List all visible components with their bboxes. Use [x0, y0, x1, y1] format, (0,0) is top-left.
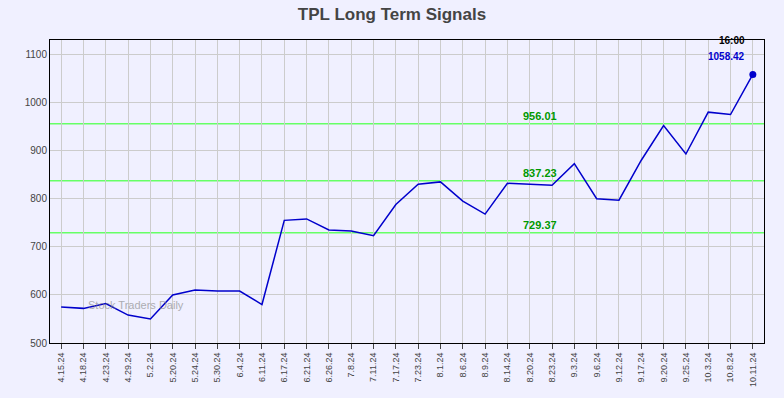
svg-text:6.4.24: 6.4.24 [235, 353, 245, 378]
svg-text:956.01: 956.01 [523, 110, 557, 122]
svg-text:6.11.24: 6.11.24 [257, 353, 267, 382]
svg-text:837.23: 837.23 [523, 167, 557, 179]
svg-text:8.6.24: 8.6.24 [458, 353, 468, 378]
svg-text:500: 500 [30, 338, 47, 349]
svg-text:16:00: 16:00 [719, 35, 745, 46]
svg-text:1100: 1100 [25, 49, 47, 60]
svg-text:7.17.24: 7.17.24 [391, 353, 401, 383]
svg-text:10.3.24: 10.3.24 [703, 353, 713, 383]
svg-text:9.12.24: 9.12.24 [614, 353, 624, 383]
svg-text:6.17.24: 6.17.24 [279, 353, 289, 383]
svg-text:6.26.24: 6.26.24 [324, 353, 334, 383]
svg-text:700: 700 [30, 241, 47, 252]
svg-text:7.11.24: 7.11.24 [368, 353, 378, 382]
svg-text:900: 900 [30, 145, 47, 156]
svg-text:8.20.24: 8.20.24 [525, 353, 535, 383]
svg-text:800: 800 [30, 193, 47, 204]
svg-text:8.9.24: 8.9.24 [480, 353, 490, 378]
svg-text:4.18.24: 4.18.24 [78, 353, 88, 383]
svg-text:9.25.24: 9.25.24 [681, 353, 691, 383]
svg-text:600: 600 [30, 289, 47, 300]
svg-text:9.6.24: 9.6.24 [592, 353, 602, 378]
svg-text:9.17.24: 9.17.24 [636, 353, 646, 383]
svg-text:4.23.24: 4.23.24 [101, 353, 111, 383]
svg-text:8.23.24: 8.23.24 [547, 353, 557, 383]
svg-text:1000: 1000 [25, 97, 48, 108]
svg-text:10.8.24: 10.8.24 [725, 353, 735, 383]
svg-text:6.21.24: 6.21.24 [302, 353, 312, 383]
svg-text:5.20.24: 5.20.24 [168, 353, 178, 383]
svg-text:7.8.24: 7.8.24 [346, 353, 356, 378]
svg-text:1058.42: 1058.42 [708, 51, 745, 62]
svg-text:8.14.24: 8.14.24 [502, 353, 512, 383]
svg-text:Stock Traders Daily: Stock Traders Daily [88, 299, 184, 311]
svg-text:8.1.24: 8.1.24 [435, 353, 445, 378]
svg-text:9.3.24: 9.3.24 [569, 353, 579, 378]
svg-text:5.24.24: 5.24.24 [190, 353, 200, 383]
svg-text:729.37: 729.37 [523, 219, 557, 231]
svg-text:4.29.24: 4.29.24 [123, 353, 133, 383]
svg-text:4.15.24: 4.15.24 [56, 353, 66, 383]
svg-text:5.2.24: 5.2.24 [145, 353, 155, 378]
svg-text:9.20.24: 9.20.24 [659, 353, 669, 383]
svg-text:10.11.24: 10.11.24 [748, 353, 758, 387]
svg-text:7.23.24: 7.23.24 [413, 353, 423, 383]
svg-text:5.30.24: 5.30.24 [212, 353, 222, 383]
svg-text:TPL Long Term Signals: TPL Long Term Signals [298, 5, 486, 24]
